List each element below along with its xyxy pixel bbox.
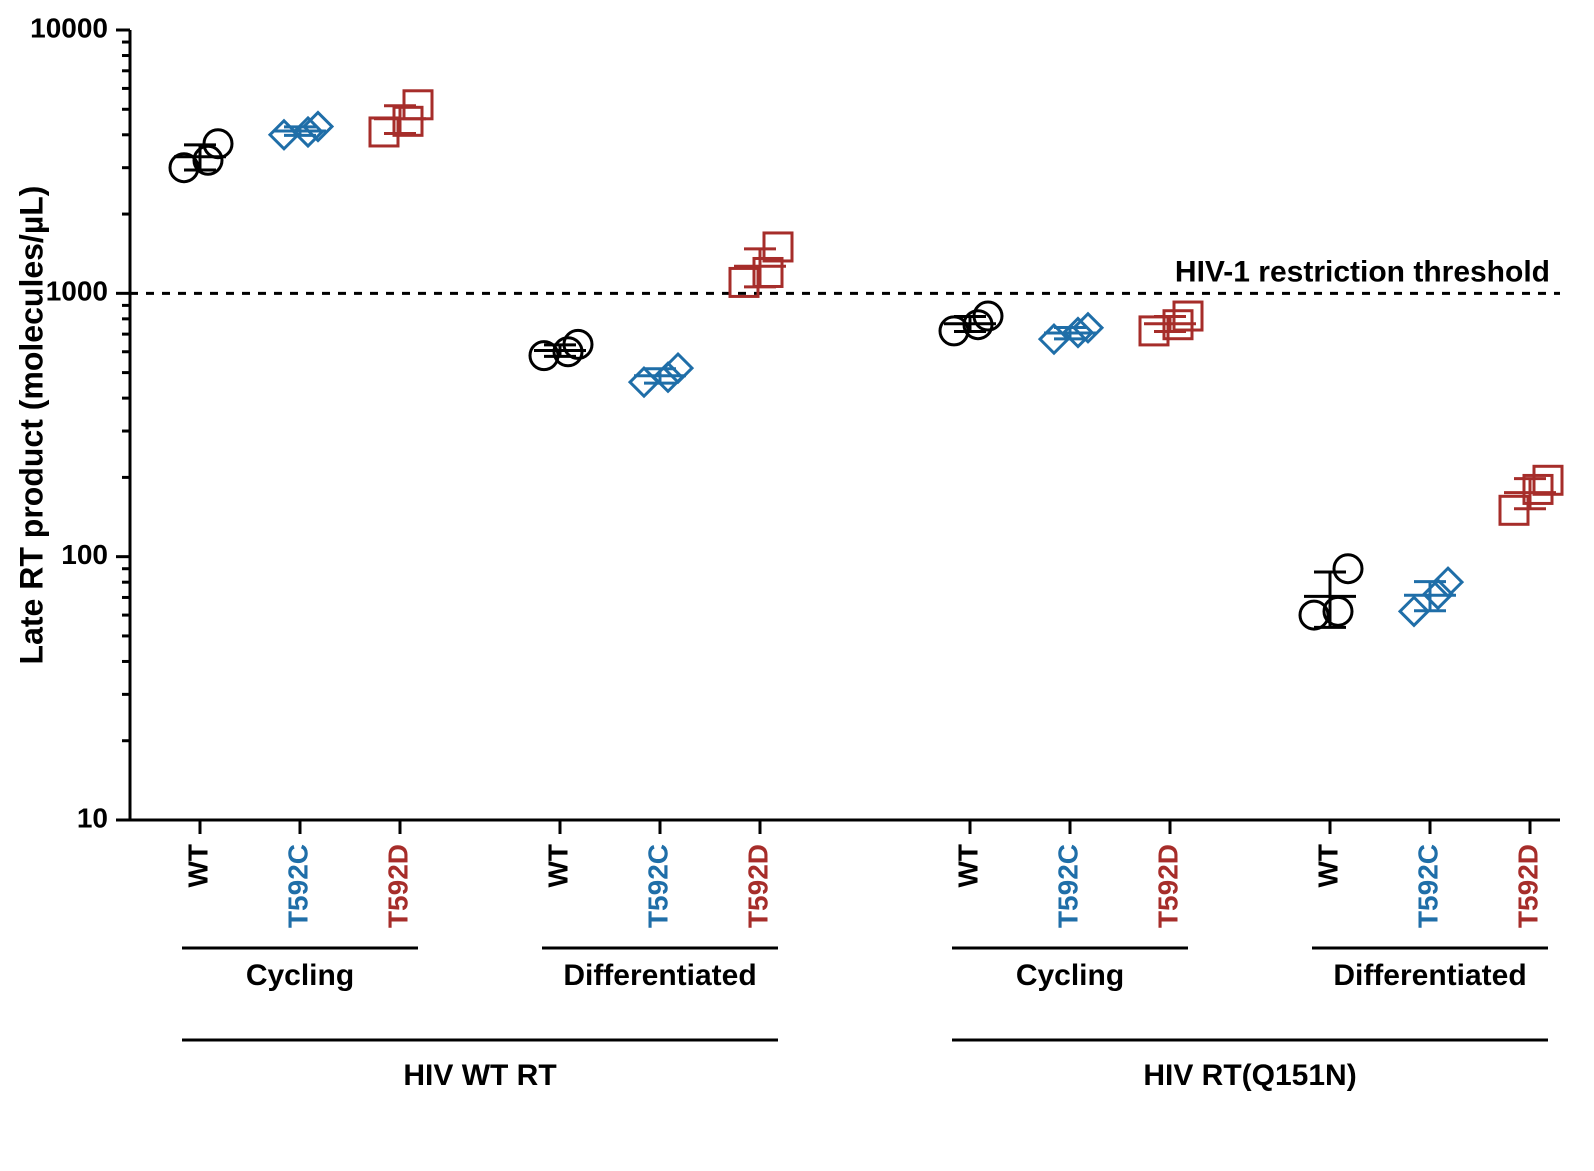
- group1-label: Differentiated: [563, 959, 756, 992]
- x-tick-label: T592C: [282, 844, 313, 928]
- y-axis-label: Late RT product (molecules/µL): [13, 186, 49, 665]
- y-tick-label: 1000: [46, 276, 108, 307]
- data-point: [1334, 555, 1362, 583]
- x-tick-label: WT: [542, 844, 573, 888]
- data-point: [764, 233, 792, 261]
- x-tick-label: T592D: [742, 844, 773, 928]
- x-tick-label: T592D: [1152, 844, 1183, 928]
- threshold-label: HIV-1 restriction threshold: [1175, 255, 1550, 288]
- x-tick-label: T592D: [1512, 844, 1543, 928]
- x-tick-label: T592C: [642, 844, 673, 928]
- y-tick-label: 100: [61, 539, 108, 570]
- y-tick-label: 10000: [30, 12, 108, 43]
- x-tick-label: WT: [182, 844, 213, 888]
- x-tick-label: WT: [952, 844, 983, 888]
- group1-label: Cycling: [1016, 959, 1124, 992]
- group2-label: HIV RT(Q151N): [1143, 1059, 1356, 1092]
- chart-container: 10 100 1000 10000 Late RT product (molecules…: [0, 0, 1594, 1171]
- x-tick-label: T592C: [1412, 844, 1443, 928]
- group1-label: Cycling: [246, 959, 354, 992]
- x-tick-label: T592D: [382, 844, 413, 928]
- x-tick-label: T592C: [1052, 844, 1083, 928]
- y-tick-label: 10: [77, 802, 108, 833]
- x-tick-label: WT: [1312, 844, 1343, 888]
- data-point: [1534, 466, 1562, 494]
- group2-label: HIV WT RT: [403, 1059, 556, 1092]
- scatter-chart: 10 100 1000 10000 Late RT product (molecules…: [0, 0, 1594, 1171]
- group1-label: Differentiated: [1333, 959, 1526, 992]
